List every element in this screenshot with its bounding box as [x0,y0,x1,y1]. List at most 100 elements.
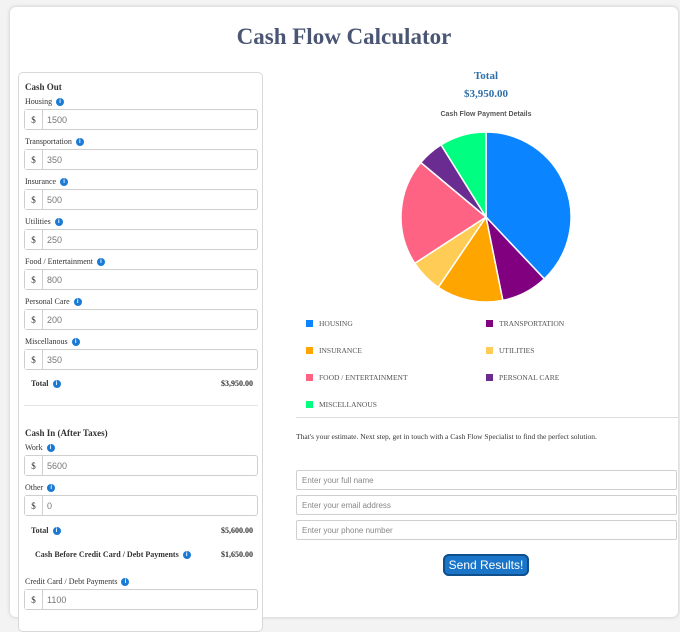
credit-card-input[interactable]: $1100 [24,589,258,610]
section-divider [24,405,258,406]
other-input[interactable]: $0 [24,495,258,516]
cash-out-heading: Cash Out [25,82,62,92]
legend-swatch [306,347,313,354]
legend-swatch [306,401,313,408]
cash-in-total-value: $5,600.00 [221,526,253,535]
utilities-input[interactable]: $250 [24,229,258,250]
personal-care-label: Personal Care i [25,297,82,306]
insurance-value[interactable]: 500 [47,194,63,205]
results-total-label: Total [473,70,499,82]
info-icon[interactable]: i [182,550,191,559]
full-name-input[interactable]: Enter your full name [296,470,677,490]
cash-out-total-label: Total [31,379,49,388]
legend-swatch [486,347,493,354]
personal-care-input[interactable]: $200 [24,309,258,330]
currency-prefix: $ [25,110,43,129]
currency-prefix: $ [25,270,43,289]
cash-in-total-label: Total [31,526,49,535]
currency-prefix: $ [25,190,43,209]
food-label: Food / Entertainment i [25,257,105,266]
currency-prefix: $ [25,496,43,515]
legend-label: FOOD / ENTERTAINMENT [319,373,408,382]
housing-input[interactable]: $1500 [24,109,258,130]
legend-label: UTILITIES [499,346,535,355]
housing-label: Housing i [25,97,65,106]
info-icon[interactable]: i [56,97,65,106]
work-label: Work i [25,443,55,452]
currency-prefix: $ [25,310,43,329]
info-icon[interactable]: i [46,443,55,452]
pie-slice-housing[interactable] [485,131,572,280]
miscellanous-input[interactable]: $350 [24,349,258,370]
pie-slice-miscellanous[interactable] [440,131,487,220]
currency-prefix: $ [25,590,43,609]
legend-item[interactable]: FOOD / ENTERTAINMENT [306,373,408,382]
phone-input[interactable]: Enter your phone number [296,520,677,540]
info-icon[interactable]: i [121,577,130,586]
legend-item[interactable]: INSURANCE [306,346,362,355]
legend-label: TRANSPORTATION [499,319,565,328]
legend-item[interactable]: HOUSING [306,319,353,328]
legend-swatch [306,320,313,327]
cash-before-cc-row: Cash Before Credit Card / Debt Payments i… [35,550,253,559]
cash-flow-pie-chart [400,131,572,303]
pie-slice-insurance[interactable] [437,215,504,303]
legend-label: HOUSING [319,319,353,328]
other-value[interactable]: 0 [47,500,53,511]
info-icon[interactable]: i [54,217,63,226]
currency-prefix: $ [25,230,43,249]
transportation-value[interactable]: 350 [47,154,63,165]
legend-item[interactable]: TRANSPORTATION [486,319,564,328]
legend-item[interactable]: MISCELLANOUS [306,400,377,409]
legend-label: PERSONAL CARE [499,373,560,382]
info-icon[interactable]: i [52,379,61,388]
utilities-value[interactable]: 250 [47,234,63,245]
insurance-input[interactable]: $500 [24,189,258,210]
info-icon[interactable]: i [47,483,56,492]
calculator-card: Cash Flow Calculator Cash Out Housing i $… [10,7,678,632]
food-value[interactable]: 800 [47,274,63,285]
personal-care-value[interactable]: 200 [47,314,63,325]
credit-card-label: Credit Card / Debt Payments i [25,577,130,586]
info-icon[interactable]: i [97,257,105,266]
legend-item[interactable]: UTILITIES [486,346,534,355]
cash-in-total-row: Total i $5,600.00 [31,526,253,535]
legend-label: INSURANCE [319,346,362,355]
info-icon[interactable]: i [71,337,80,346]
housing-value[interactable]: 1500 [47,114,68,125]
info-icon[interactable]: i [75,137,84,146]
info-icon[interactable]: i [52,526,61,535]
work-value[interactable]: 5600 [47,460,68,471]
estimate-note: That's your estimate. Next step, get in … [296,432,597,441]
info-icon[interactable]: i [60,177,69,186]
transportation-label: Transportation i [25,137,84,146]
chart-title: Cash Flow Payment Details [440,111,532,118]
cash-before-cc-value: $1,650.00 [221,550,253,559]
other-label: Other i [25,483,56,492]
send-results-button[interactable]: Send Results! [443,554,529,576]
email-input[interactable]: Enter your email address [296,495,677,515]
pie-slice-food-entertainment[interactable] [400,161,488,265]
food-input[interactable]: $800 [24,269,258,290]
legend-item[interactable]: PERSONAL CARE [486,373,559,382]
cash-before-cc-label: Cash Before Credit Card / Debt Payments [35,550,179,559]
input-panel: Cash Out Housing i $1500 Transportation i … [18,72,263,632]
insurance-label: Insurance i [25,177,69,186]
results-total-value: $3,950.00 [464,88,508,100]
legend-swatch [486,320,493,327]
miscellanous-value[interactable]: 350 [47,354,63,365]
utilities-label: Utilities i [25,217,63,226]
work-input[interactable]: $5600 [24,455,258,476]
cash-out-total-value: $3,950.00 [221,379,253,388]
currency-prefix: $ [25,150,43,169]
legend-label: MISCELLANOUS [319,400,377,409]
credit-card-value[interactable]: 1100 [47,594,67,605]
cash-out-total-row: Total i $3,950.00 [31,379,253,388]
legend-swatch [306,374,313,381]
info-icon[interactable]: i [73,297,82,306]
transportation-input[interactable]: $350 [24,149,258,170]
cash-in-heading: Cash In (After Taxes) [25,428,108,438]
legend-swatch [486,374,493,381]
results-divider [296,417,678,418]
page-title: Cash Flow Calculator [236,24,452,49]
